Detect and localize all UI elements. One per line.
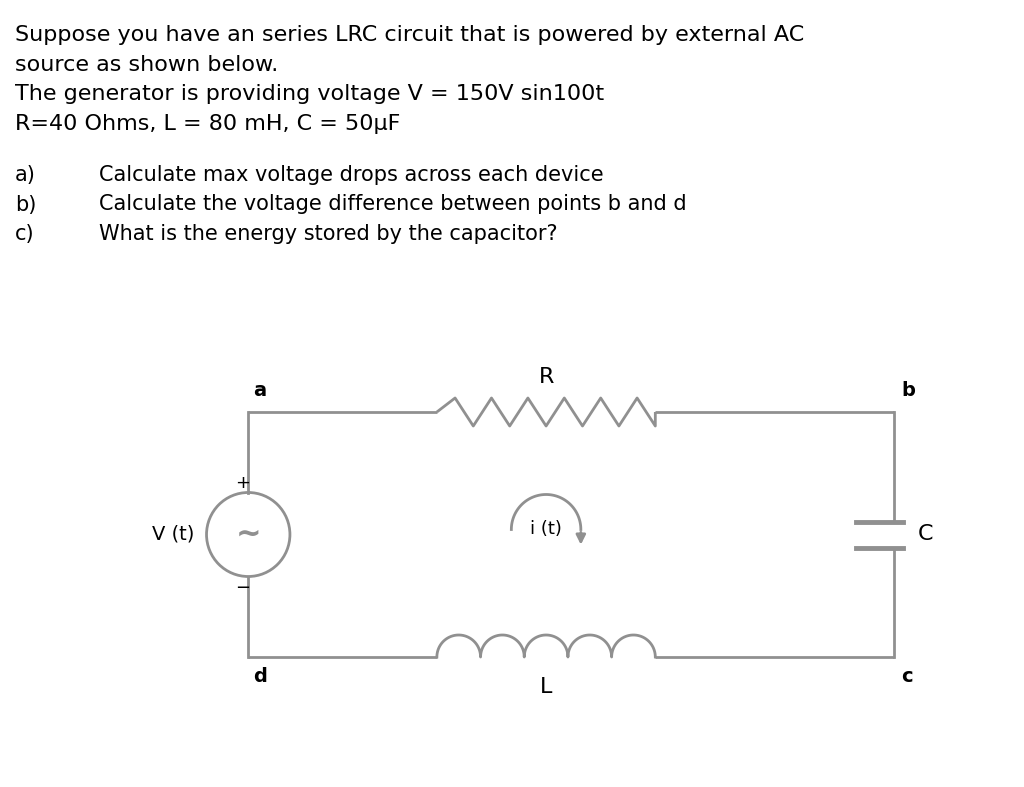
- Text: Calculate max voltage drops across each device: Calculate max voltage drops across each …: [99, 165, 604, 185]
- Text: c: c: [901, 667, 913, 686]
- Text: a: a: [253, 381, 266, 400]
- Text: +: +: [234, 474, 250, 492]
- Text: i (t): i (t): [530, 520, 562, 538]
- Text: Suppose you have an series LRC circuit that is powered by external AC: Suppose you have an series LRC circuit t…: [15, 25, 804, 45]
- Text: c): c): [15, 224, 35, 244]
- Text: R: R: [539, 367, 554, 387]
- Text: R=40 Ohms, L = 80 mH, C = 50μF: R=40 Ohms, L = 80 mH, C = 50μF: [15, 113, 400, 134]
- Text: The generator is providing voltage V = 150V sin100t: The generator is providing voltage V = 1…: [15, 84, 604, 104]
- Text: b): b): [15, 194, 36, 215]
- Text: source as shown below.: source as shown below.: [15, 54, 279, 75]
- Text: What is the energy stored by the capacitor?: What is the energy stored by the capacit…: [99, 224, 558, 244]
- Text: Calculate the voltage difference between points b and d: Calculate the voltage difference between…: [99, 194, 687, 215]
- Text: −: −: [234, 578, 250, 597]
- Text: C: C: [918, 524, 934, 545]
- Text: d: d: [253, 667, 267, 686]
- Text: L: L: [540, 677, 552, 697]
- Text: a): a): [15, 165, 36, 185]
- Text: V (t): V (t): [153, 525, 195, 544]
- Text: b: b: [901, 381, 915, 400]
- Text: ~: ~: [236, 520, 261, 549]
